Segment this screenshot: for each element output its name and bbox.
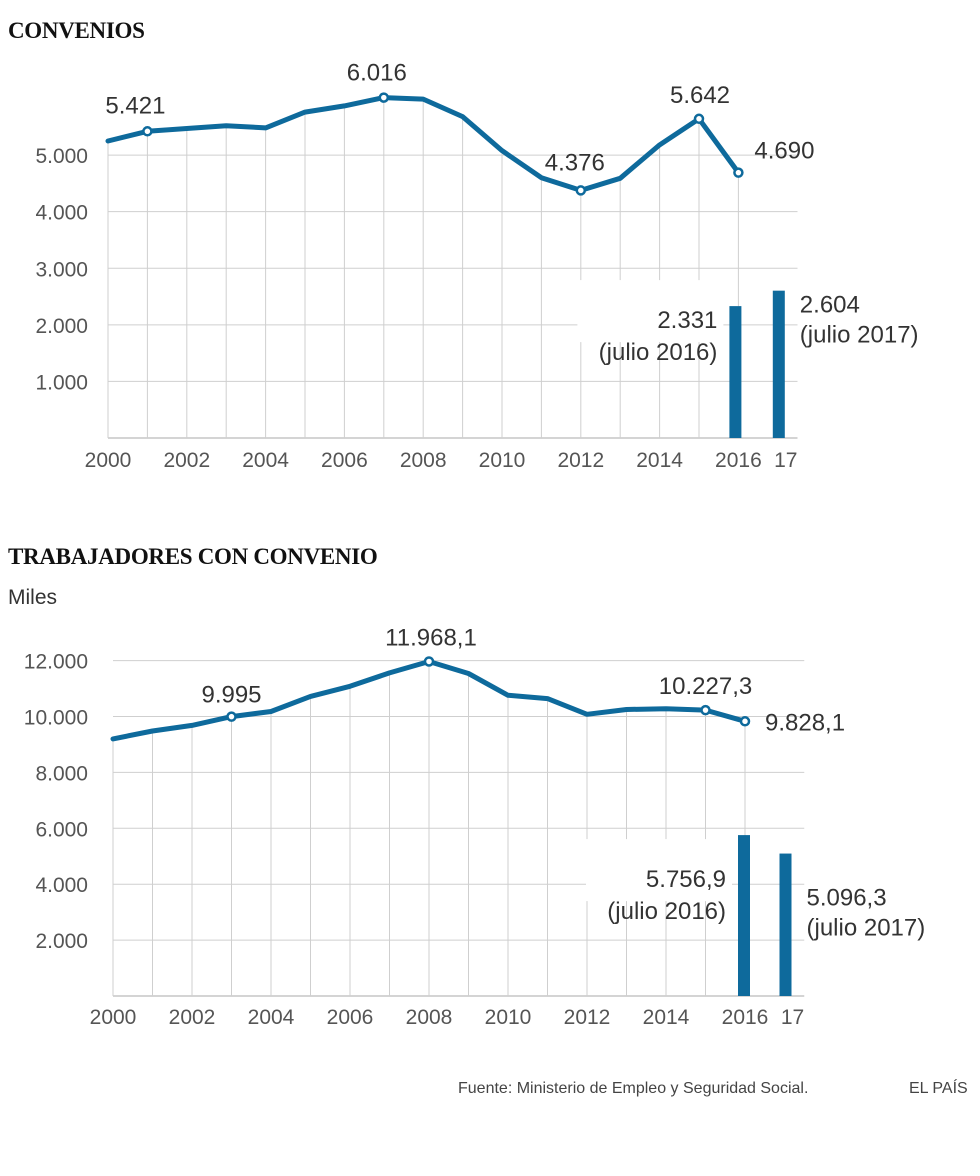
convenios-chart: 1.000 2.000 3.000 4.000 5.000 2000 2002 2004 200…: [35, 60, 919, 472]
series-line: [105, 95, 741, 193]
data-point-label: 11.968,1: [385, 624, 477, 651]
x-tick-label: 2004: [242, 449, 289, 472]
data-point-marker: [739, 716, 751, 727]
y-tick-label: 3.000: [35, 258, 88, 281]
units-label: Miles: [8, 586, 58, 609]
bar-period-label: (julio 2017): [807, 915, 926, 942]
y-tick-label: 8.000: [35, 762, 88, 785]
data-point-marker: [693, 113, 705, 125]
x-tick-label: 2000: [90, 1006, 137, 1029]
data-point-marker: [423, 656, 435, 667]
source-note: Fuente: Ministerio de Empleo y Seguridad…: [458, 1080, 809, 1097]
x-tick-label: 2010: [479, 449, 526, 472]
x-tick-label: 2012: [564, 1006, 611, 1029]
trabajadores-chart: 2.000 4.000 6.000 8.000 10.000 12.000 2000 2002…: [24, 624, 926, 1029]
data-point-marker: [142, 126, 153, 137]
brand-logo: EL PAÍS: [909, 1080, 968, 1097]
y-tick-label: 4.000: [35, 874, 88, 897]
bar-value-label: 2.604: [800, 292, 860, 319]
y-tick-label: 10.000: [24, 707, 88, 730]
data-point-label: 5.421: [105, 92, 165, 119]
bar-value-label: 2.331: [657, 307, 717, 334]
y-tick-label: 2.000: [35, 930, 88, 953]
bar-period-label: (julio 2016): [607, 898, 726, 925]
data-point-label: 4.690: [754, 138, 814, 165]
bar-label-backdrop: [586, 839, 732, 902]
data-point-marker: [378, 92, 390, 103]
bar-julio-2016: [738, 835, 750, 996]
y-tick-label: 6.000: [35, 818, 88, 841]
x-tick-label: 2006: [321, 449, 368, 472]
bar-period-label: (julio 2016): [599, 339, 718, 366]
x-tick-label: 2008: [406, 1006, 453, 1029]
bar-value-label: 5.756,9: [646, 866, 726, 893]
x-tick-label: 17: [781, 1006, 804, 1029]
bar-julio-2016: [729, 306, 742, 438]
x-tick-label: 2010: [485, 1006, 532, 1029]
x-tick-label: 2002: [163, 449, 210, 472]
x-tick-label: 17: [774, 449, 797, 472]
bar-julio-2017: [779, 853, 792, 996]
y-tick-label: 4.000: [35, 202, 88, 225]
data-point-label: 9.995: [201, 682, 261, 709]
bar-value-label: 5.096,3: [807, 885, 887, 912]
y-tick-label: 5.000: [35, 145, 88, 168]
data-point-marker: [226, 711, 237, 722]
x-tick-label: 2002: [169, 1006, 216, 1029]
bar-julio-2017: [772, 290, 785, 438]
x-tick-label: 2014: [643, 1006, 690, 1029]
data-point-label: 4.376: [545, 149, 605, 176]
x-tick-label: 2006: [327, 1006, 374, 1029]
x-tick-label: 2016: [715, 449, 762, 472]
chart-title-convenios: CONVENIOS: [8, 18, 145, 43]
data-point-label: 9.828,1: [765, 709, 845, 736]
y-tick-label: 1.000: [35, 371, 88, 394]
data-point-marker: [733, 167, 744, 178]
x-tick-label: 2000: [85, 449, 132, 472]
bar-period-label: (julio 2017): [800, 322, 919, 349]
data-point-label: 6.016: [347, 60, 407, 87]
y-tick-label: 2.000: [35, 315, 88, 338]
x-tick-label: 2008: [400, 449, 447, 472]
y-tick-label: 12.000: [24, 651, 88, 674]
x-tick-label: 2016: [722, 1006, 769, 1029]
data-point-label: 10.227,3: [659, 673, 752, 700]
x-tick-label: 2004: [248, 1006, 295, 1029]
x-tick-label: 2014: [636, 449, 683, 472]
x-tick-label: 2012: [557, 449, 604, 472]
data-point-label: 5.642: [670, 82, 730, 109]
bar-label-backdrop: [577, 280, 724, 343]
chart-title-trabajadores: TRABAJADORES CON CONVENIO: [8, 544, 378, 569]
data-point-marker: [575, 185, 587, 196]
data-point-marker: [700, 704, 711, 716]
